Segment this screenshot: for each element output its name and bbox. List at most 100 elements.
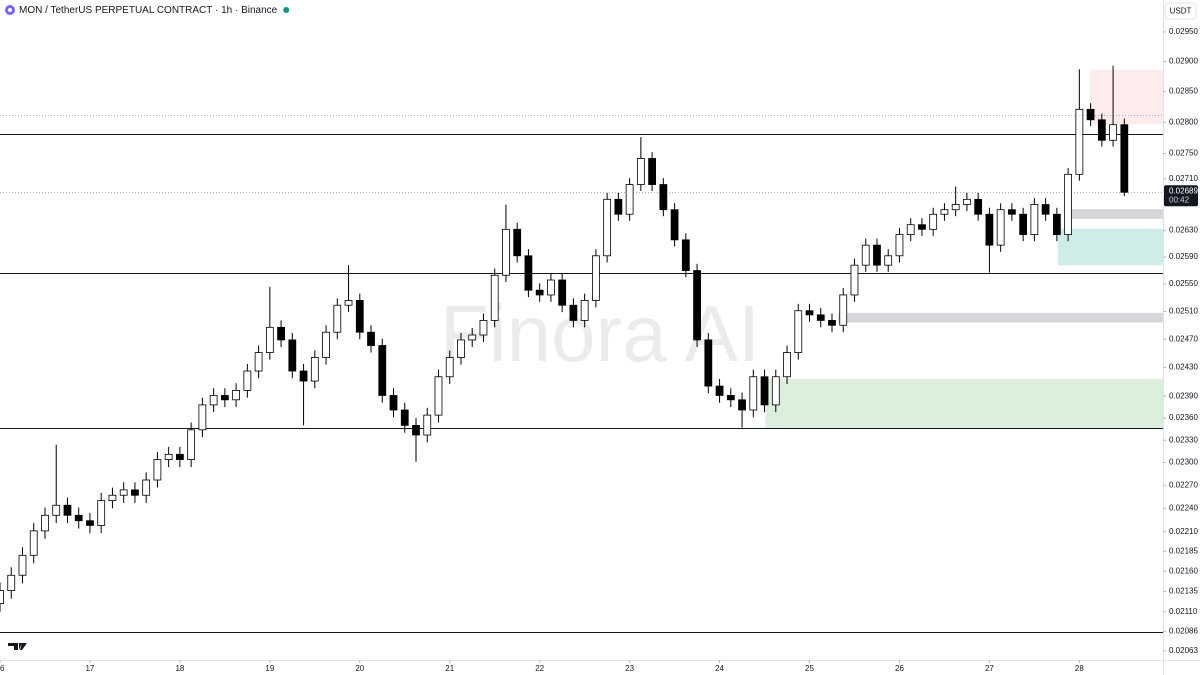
x-tick-label: 19 <box>265 664 274 673</box>
currency-button[interactable] <box>1164 2 1197 20</box>
axes: 0.02950 0.02900 0.02850 0.02800 0.02750 0.027… <box>0 27 1198 673</box>
zone <box>838 312 1163 323</box>
x-tick-label: 28 <box>1075 664 1084 673</box>
candle-body <box>951 204 960 211</box>
symbol-icon-dot <box>8 8 12 12</box>
candle-body <box>288 339 297 372</box>
candle-body <box>63 504 72 516</box>
candle-body <box>7 574 16 591</box>
tv-logo <box>8 643 27 650</box>
y-tick-label: 0.02950 <box>1169 27 1198 36</box>
candle-body <box>783 352 791 378</box>
candle-body <box>97 500 106 526</box>
candle-body <box>648 158 656 185</box>
candle-body <box>400 409 409 426</box>
candle-body <box>625 184 634 215</box>
y-tick-label: 0.02430 <box>1169 363 1198 372</box>
candle-body <box>681 239 690 271</box>
candle-body <box>1097 119 1106 141</box>
candle-body <box>535 289 544 296</box>
candle-body <box>940 209 949 215</box>
x-tick-label: 22 <box>535 664 544 673</box>
y-tick-label: 0.02590 <box>1169 252 1198 261</box>
zone <box>1057 228 1163 266</box>
candle-body <box>1109 124 1117 141</box>
zones <box>765 69 1163 429</box>
x-tick-label: 25 <box>805 664 814 673</box>
candle-body <box>164 453 173 460</box>
candle-body <box>0 590 4 604</box>
y-tick-label: 0.02330 <box>1169 435 1198 444</box>
candle-body <box>74 514 83 522</box>
y-tick-label: 0.02710 <box>1169 174 1198 183</box>
candle-body <box>693 270 701 341</box>
candle-body <box>220 395 229 401</box>
candle-body <box>1064 173 1072 235</box>
candle-body <box>580 300 589 321</box>
y-tick-label: 0.02086 <box>1169 627 1198 636</box>
x-tick-label: 20 <box>355 664 364 673</box>
zone <box>1090 69 1163 125</box>
candle-body <box>906 224 915 235</box>
candle-body <box>603 198 612 257</box>
logo <box>8 643 27 650</box>
currency-label: USDT <box>1170 7 1192 16</box>
y-tick-label: 0.02270 <box>1169 480 1198 489</box>
y-tick-label: 0.02063 <box>1169 646 1198 655</box>
price-tag-label: 0.02689 <box>1169 186 1198 195</box>
candle-body <box>749 376 758 411</box>
price-tag <box>1164 185 1198 207</box>
x-tick-label: 17 <box>85 664 94 673</box>
candle-body <box>996 209 1005 246</box>
y-tick-label: 0.02135 <box>1169 587 1198 596</box>
y-tick-label: 0.02900 <box>1169 57 1198 66</box>
symbol-title: MON / TetherUS PERPETUAL CONTRACT · 1h ·… <box>19 5 278 16</box>
x-tick-label: 24 <box>715 664 724 673</box>
candle-body <box>153 459 162 481</box>
candle-body <box>52 504 61 516</box>
candle-body <box>1052 213 1061 235</box>
candle-body <box>367 331 375 346</box>
candle-body <box>513 228 522 257</box>
y-tick-label: 0.02185 <box>1169 546 1198 555</box>
y-tick-label: 0.02510 <box>1169 307 1198 316</box>
candle-body <box>839 294 848 326</box>
candle-body <box>794 310 803 353</box>
candle-body <box>569 304 578 321</box>
candle-body <box>412 424 420 436</box>
x-tick-label: 16 <box>0 664 5 673</box>
candle-body <box>86 520 94 526</box>
candle-body <box>1019 213 1028 235</box>
y-tick-label: 0.02850 <box>1169 87 1198 96</box>
candle-body <box>895 234 904 257</box>
candle-body <box>434 376 443 416</box>
y-tick-label: 0.02390 <box>1169 391 1198 400</box>
zone <box>1065 209 1163 219</box>
candle-body <box>1030 204 1039 235</box>
candle-body <box>479 320 488 336</box>
candle-body <box>378 345 387 396</box>
candle-body <box>614 198 623 215</box>
candle-body <box>670 209 679 241</box>
candle-body <box>659 184 668 211</box>
candle-body <box>29 530 38 556</box>
candle-body <box>715 385 724 396</box>
zone <box>765 378 1163 429</box>
y-tick-label: 0.02160 <box>1169 566 1198 575</box>
x-tick-label: 26 <box>895 664 904 673</box>
candle-body <box>176 453 184 460</box>
x-tick-label: 27 <box>985 664 994 673</box>
candle-body <box>974 198 983 215</box>
candle-body <box>1120 124 1129 193</box>
candle-body <box>232 390 240 401</box>
market-status[interactable] <box>283 7 290 13</box>
candle-body <box>333 304 342 333</box>
candle-body <box>1086 108 1095 121</box>
candle-body <box>873 244 881 266</box>
candle-body <box>704 339 713 387</box>
candle-body <box>985 213 994 246</box>
candle-body <box>726 395 735 401</box>
candle-body <box>310 357 319 382</box>
candles <box>0 65 1129 612</box>
